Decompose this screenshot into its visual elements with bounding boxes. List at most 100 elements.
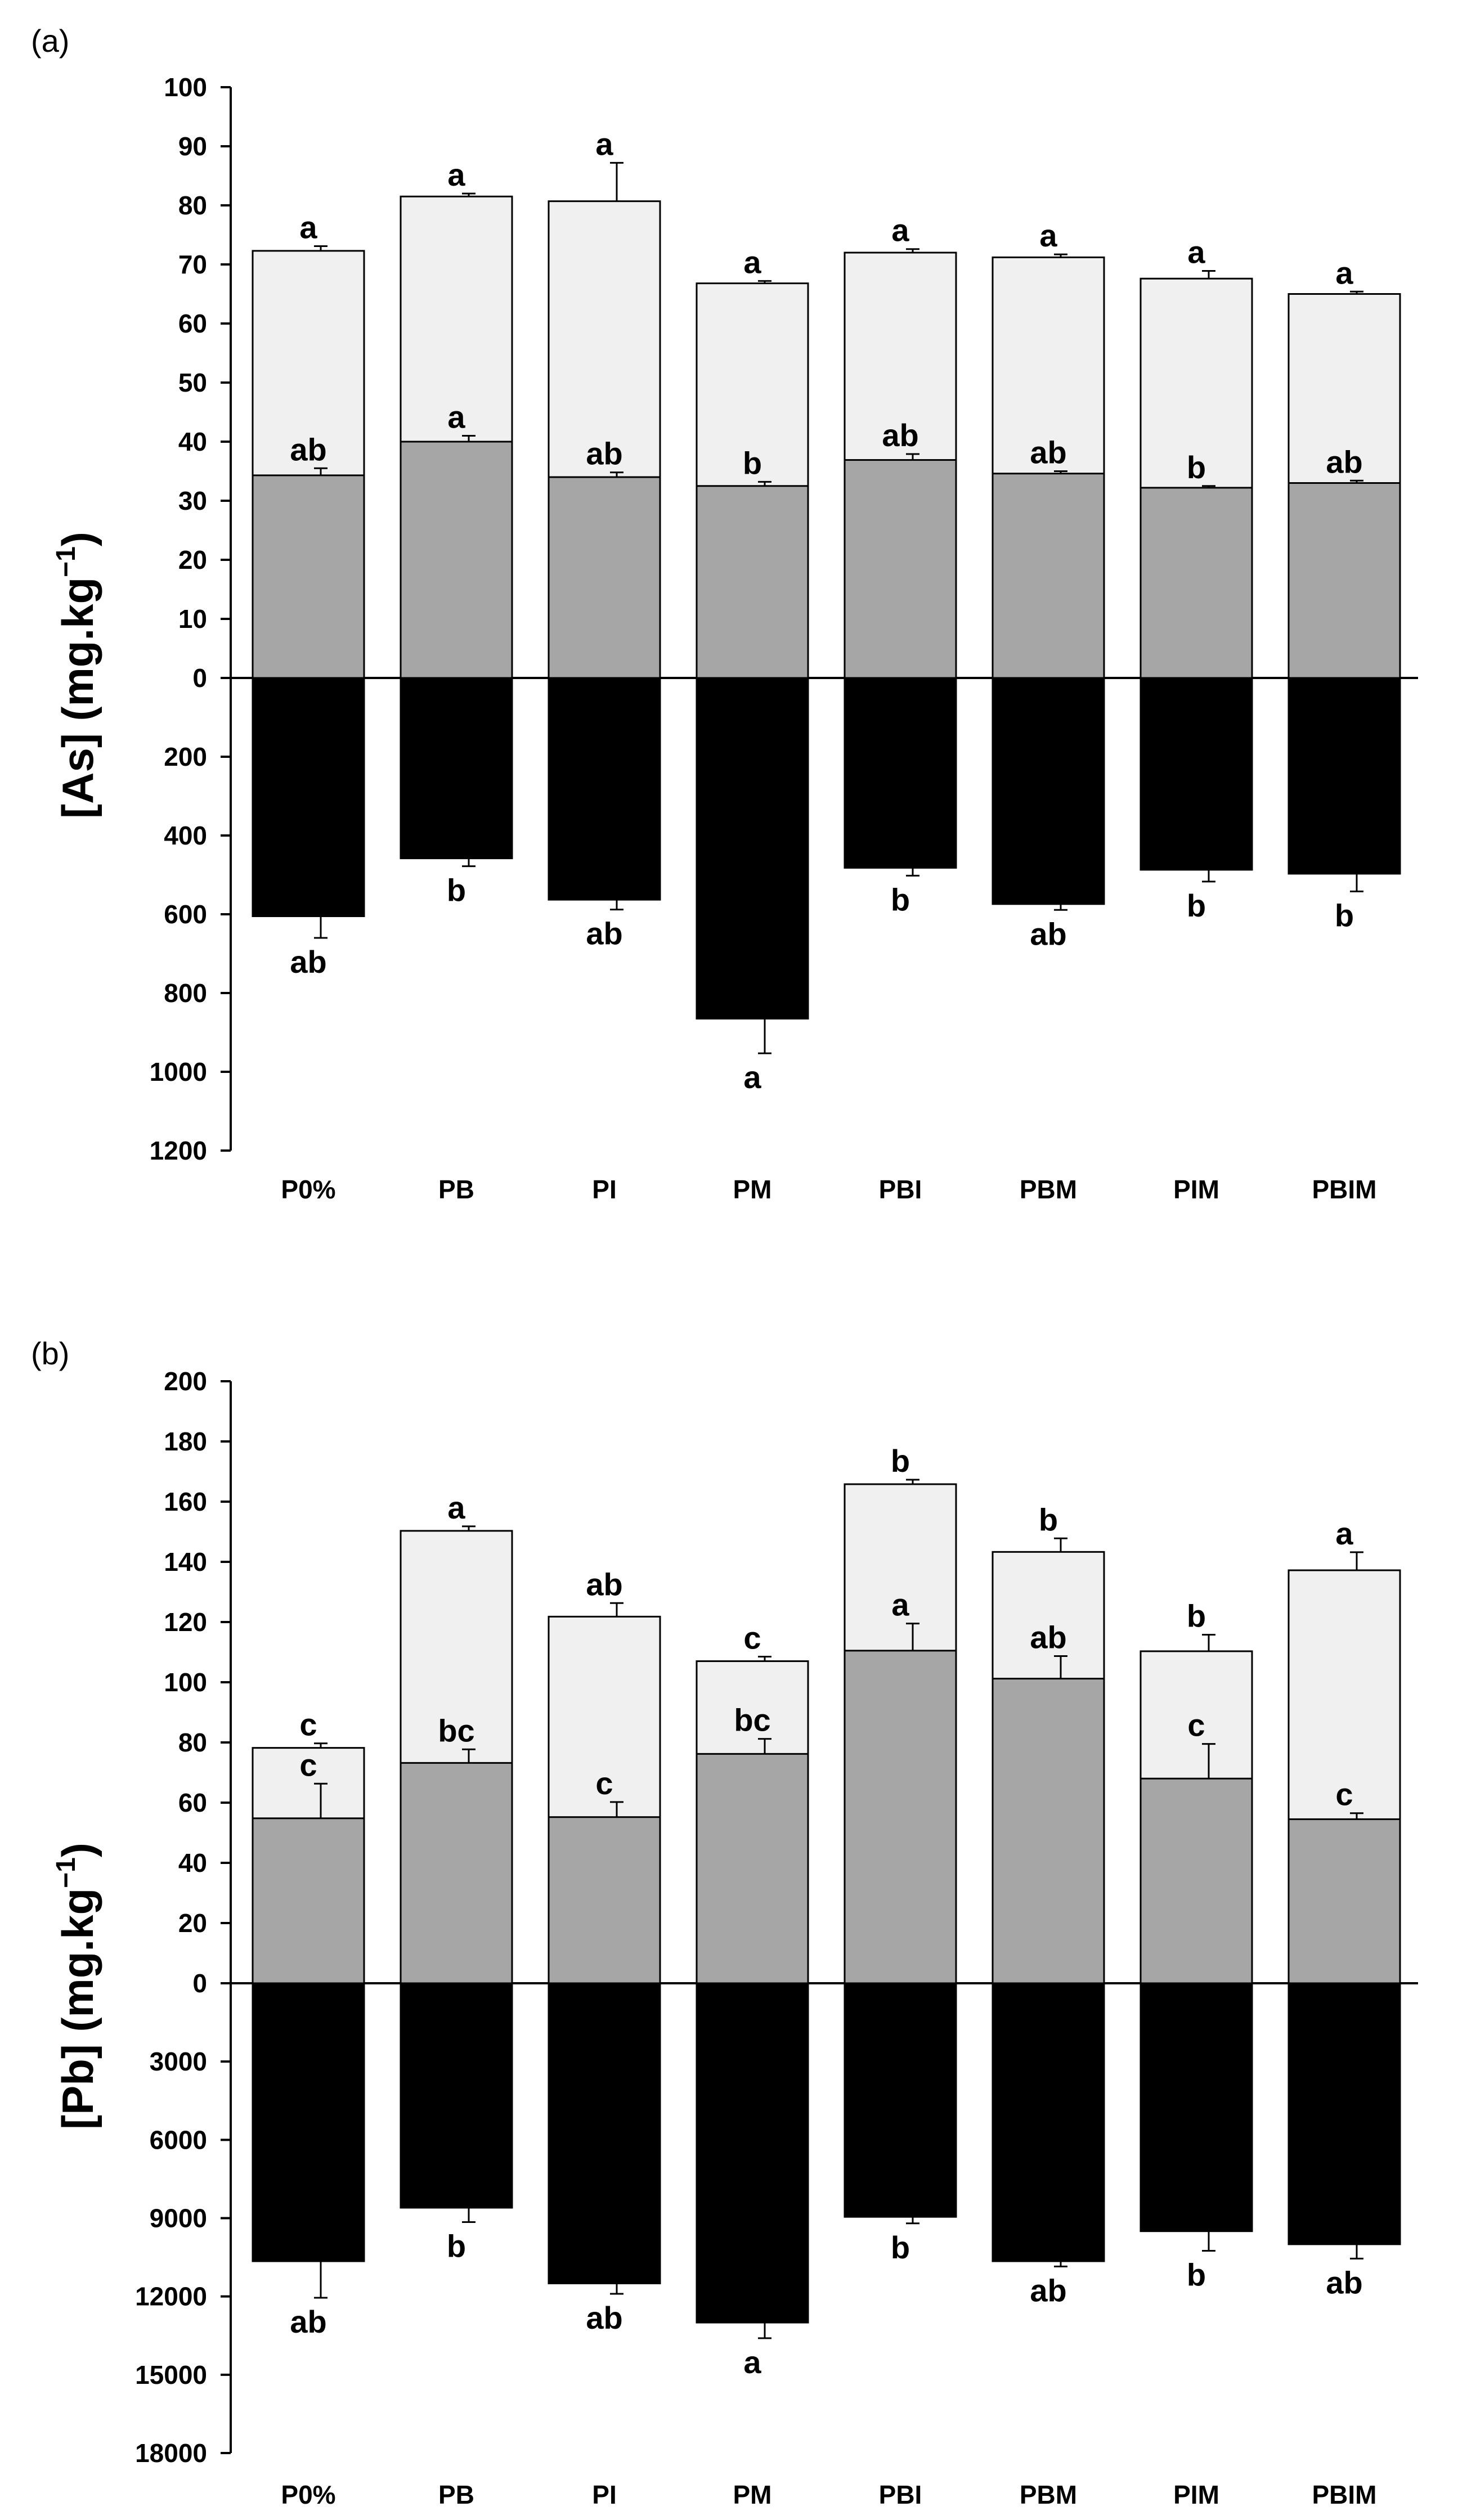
bar-upper-grey (992, 1678, 1105, 1984)
y-tick-label: 3000 (150, 2047, 207, 2076)
y-tick-label: 20 (178, 1908, 207, 1938)
y-tick-label: 1200 (150, 1136, 207, 1165)
bar-upper-grey (1287, 1818, 1401, 1984)
x-tick-label: PM (733, 2480, 772, 2509)
bar-upper-grey (1287, 482, 1401, 679)
bar-upper-grey (844, 459, 957, 679)
significance-letter: ab (882, 417, 918, 453)
y-tick-label: 600 (164, 900, 207, 929)
significance-letter: ab (1030, 2272, 1066, 2308)
y-tick-label: 800 (164, 978, 207, 1008)
significance-letter: a (891, 1587, 909, 1623)
significance-letter: a (1187, 235, 1205, 270)
significance-letter: ab (586, 916, 622, 951)
significance-letter: ab (1030, 1619, 1066, 1655)
y-tick-label: 200 (164, 1367, 207, 1396)
y-tick-label: 30 (178, 486, 207, 515)
bar-lower-black (696, 677, 809, 1019)
significance-letter: b (891, 882, 910, 917)
y-tick-label: 140 (164, 1547, 207, 1576)
y-tick-label: 15000 (135, 2360, 207, 2389)
y-tick-label: 6000 (150, 2125, 207, 2154)
y-tick-label: 80 (178, 1728, 207, 1757)
bar-lower-black (252, 677, 365, 917)
bar-lower-black (548, 1982, 661, 2284)
y-tick-label: 20 (178, 545, 207, 574)
y-tick-label: 40 (178, 1848, 207, 1877)
significance-letter: ab (1326, 2265, 1362, 2300)
significance-letter: b (1187, 1598, 1206, 1633)
significance-letter: b (1187, 888, 1206, 923)
significance-letter: c (299, 1707, 317, 1742)
x-tick-label: PBI (879, 2480, 922, 2509)
bar-upper-grey (548, 1816, 661, 1984)
y-tick-label: 400 (164, 821, 207, 850)
y-tick-label: 80 (178, 191, 207, 220)
x-tick-label: PI (592, 1175, 616, 1204)
chart-panel-a: (a)[As] (mg.kg−1)10090807060504030201002… (31, 23, 1418, 1204)
x-tick-label: PB (438, 2480, 474, 2509)
significance-letter: ab (586, 2300, 622, 2335)
significance-letter: bc (734, 1703, 770, 1738)
significance-letter: a (447, 1490, 465, 1525)
x-tick-label: PBM (1020, 2480, 1077, 2509)
bar-upper-grey (548, 476, 661, 679)
y-tick-label: 60 (178, 309, 207, 338)
bar-upper-grey (252, 1817, 365, 1984)
bar-lower-black (992, 677, 1105, 905)
significance-letter: a (1039, 218, 1057, 253)
panel-label: (a) (31, 23, 69, 59)
bar-lower-black (1287, 677, 1401, 875)
chart-panel-b: (b)[Pb] (mg.kg−1)20018016014012010080604… (31, 1336, 1418, 2509)
significance-letter: c (1187, 1708, 1205, 1743)
bar-lower-black (992, 1982, 1105, 2262)
bar-upper-grey (696, 1753, 809, 1984)
y-tick-label: 50 (178, 368, 207, 397)
x-tick-label: PIM (1173, 1175, 1219, 1204)
significance-letter: b (743, 445, 762, 480)
y-tick-label: 180 (164, 1427, 207, 1456)
y-tick-label: 12000 (135, 2282, 207, 2311)
significance-letter: ab (586, 436, 622, 471)
significance-letter: a (447, 157, 465, 192)
significance-letter: a (743, 244, 761, 280)
bar-lower-black (696, 1982, 809, 2324)
x-tick-label: PBM (1020, 1175, 1077, 1204)
significance-letter: a (299, 209, 317, 245)
y-tick-label: 9000 (150, 2204, 207, 2233)
significance-letter: b (891, 2230, 910, 2265)
bar-upper-grey (1140, 1777, 1253, 1984)
significance-letter: b (1187, 2257, 1206, 2292)
y-tick-label: 200 (164, 742, 207, 771)
y-tick-label: 0 (192, 663, 207, 693)
significance-letter: ab (1030, 916, 1066, 951)
y-tick-label: 0 (192, 1969, 207, 1998)
y-tick-label: 18000 (135, 2438, 207, 2468)
bar-lower-black (844, 677, 957, 869)
x-tick-label: PIM (1173, 2480, 1219, 2509)
x-tick-label: PM (733, 1175, 772, 1204)
bar-upper-grey (1140, 487, 1253, 679)
bar-lower-black (1140, 677, 1253, 871)
bar-upper-grey (844, 1650, 957, 1984)
bar-lower-black (252, 1982, 365, 2262)
x-tick-label: P0% (281, 1175, 335, 1204)
x-tick-label: PBIM (1312, 1175, 1377, 1204)
significance-letter: ab (290, 432, 326, 467)
bar-upper-grey (400, 441, 513, 679)
significance-letter: a (743, 1059, 761, 1095)
y-tick-label: 100 (164, 73, 207, 102)
y-tick-label: 100 (164, 1668, 207, 1697)
panel-label: (b) (31, 1336, 69, 1371)
x-tick-label: PBIM (1312, 2480, 1377, 2509)
bar-lower-black (1287, 1982, 1401, 2245)
y-tick-label: 120 (164, 1607, 207, 1637)
significance-letter: a (891, 213, 909, 248)
significance-letter: bc (438, 1713, 474, 1748)
bar-upper-grey (400, 1762, 513, 1984)
significance-letter: a (447, 399, 465, 435)
y-tick-label: 40 (178, 427, 207, 456)
bar-lower-black (400, 1982, 513, 2209)
x-tick-label: P0% (281, 2480, 335, 2509)
bar-upper-grey (252, 474, 365, 679)
